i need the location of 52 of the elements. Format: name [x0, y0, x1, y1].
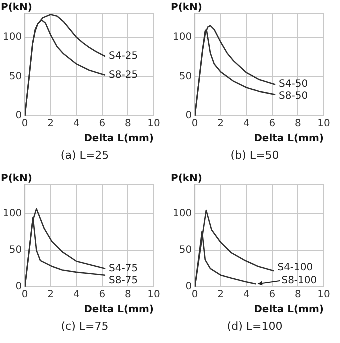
x-tick-label: 6: [269, 290, 276, 301]
y-tick-label: 50: [9, 71, 22, 82]
x-tick-label: 8: [295, 290, 302, 301]
y-tick-label: 0: [186, 282, 192, 293]
x-tick-label: 10: [318, 118, 330, 130]
x-tick-label: 4: [243, 290, 250, 301]
x-axis-title: Delta L(mm): [254, 304, 324, 316]
y-tick-label: 0: [186, 110, 192, 122]
x-tick-label: 8: [125, 118, 132, 130]
series-label: S4-100: [278, 262, 314, 274]
x-axis-title: Delta L(mm): [254, 134, 324, 145]
x-tick-label: 8: [295, 118, 302, 130]
y-tick-label: 50: [179, 71, 192, 82]
x-tick-label: 4: [73, 118, 80, 130]
x-tick-label: 8: [125, 290, 132, 301]
x-axis-title: Delta L(mm): [84, 304, 154, 316]
text: (a) L=25: [60, 149, 110, 162]
series-label: S8-50: [279, 91, 308, 102]
y-axis-title: P(kN): [171, 174, 202, 185]
x-tick-label: 2: [218, 290, 224, 301]
y-axis-title: P(kN): [1, 174, 32, 185]
y-tick-label: 100: [2, 32, 22, 44]
x-tick-label: 6: [269, 118, 276, 130]
y-tick-label: 100: [172, 208, 192, 220]
y-tick-label: 50: [9, 245, 22, 256]
series-label: S4-50: [279, 79, 308, 90]
text: (b) L=50: [230, 149, 280, 162]
x-tick-label: 4: [243, 118, 250, 130]
x-tick-label: 4: [73, 290, 80, 301]
x-tick-label: 2: [48, 118, 54, 130]
y-tick-label: 100: [172, 32, 192, 44]
x-tick-label: 10: [318, 290, 330, 301]
series-label: S4-75: [109, 263, 138, 274]
x-tick-label: 10: [148, 118, 160, 130]
x-tick-label: 2: [48, 290, 54, 301]
text: (d) L=100: [226, 320, 284, 333]
x-tick-label: 6: [99, 118, 106, 130]
x-tick-label: 10: [148, 290, 160, 301]
y-axis-title: P(kN): [171, 2, 202, 14]
text: S8-100: [282, 276, 318, 287]
series-label: S8-25: [109, 70, 138, 81]
y-tick-label: 0: [16, 282, 22, 293]
x-tick-label: 6: [99, 290, 106, 301]
series-label: S8-75: [109, 275, 138, 286]
series-label: S4-25: [109, 50, 138, 62]
y-axis-title: P(kN): [1, 2, 32, 14]
y-tick-label: 100: [2, 208, 22, 220]
text: (c) L=75: [60, 320, 110, 333]
x-tick-label: 2: [218, 118, 224, 130]
y-tick-label: 0: [16, 110, 22, 122]
x-axis-title: Delta L(mm): [84, 134, 154, 145]
y-tick-label: 50: [179, 245, 192, 256]
